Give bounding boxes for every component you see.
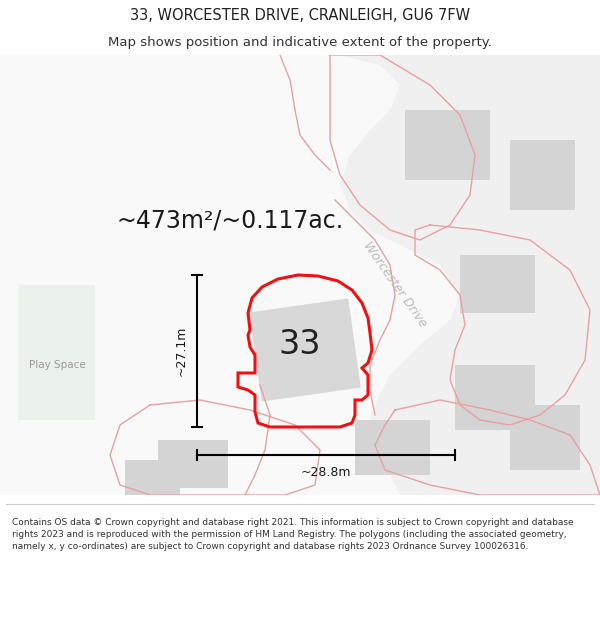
Bar [455,365,535,430]
Bar [405,110,490,180]
Bar [158,440,228,488]
Bar [510,140,575,210]
Text: Play Space: Play Space [29,360,85,370]
Text: 33, WORCESTER DRIVE, CRANLEIGH, GU6 7FW: 33, WORCESTER DRIVE, CRANLEIGH, GU6 7FW [130,8,470,23]
Text: 33: 33 [279,329,321,361]
Bar [125,460,180,495]
Text: ~28.8m: ~28.8m [301,466,351,479]
Bar [355,420,430,475]
Bar [249,299,361,401]
Bar [460,255,535,313]
Text: Worcester Drive: Worcester Drive [361,240,430,330]
Polygon shape [260,55,600,495]
Text: ~473m²/~0.117ac.: ~473m²/~0.117ac. [116,208,344,232]
Text: ~27.1m: ~27.1m [175,326,187,376]
Bar [18,285,95,420]
Text: Map shows position and indicative extent of the property.: Map shows position and indicative extent… [108,36,492,49]
Bar [510,405,580,470]
Text: Contains OS data © Crown copyright and database right 2021. This information is : Contains OS data © Crown copyright and d… [12,518,574,551]
